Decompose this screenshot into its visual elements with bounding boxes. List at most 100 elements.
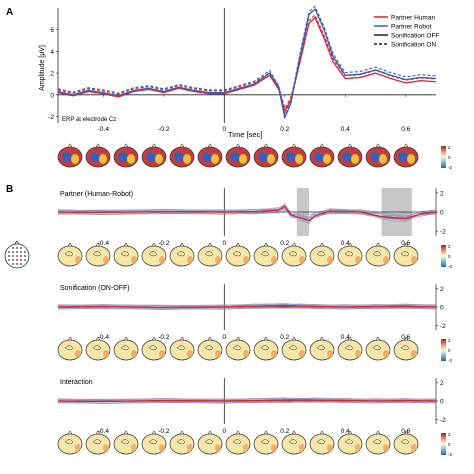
topomap-3-0 (57, 430, 83, 455)
topomap-1-0 (57, 242, 83, 267)
colorbar-tick-label: -2 (448, 452, 452, 457)
electrode-dot (20, 251, 22, 253)
topomap-rim-blob (131, 256, 137, 264)
electrode-dot (16, 247, 18, 249)
topomap-positive-blob (127, 154, 135, 164)
channel-trace (57, 209, 437, 217)
topomap-contour (92, 345, 102, 351)
topomap-rim-blob (411, 444, 417, 452)
topomap-positive-blob (379, 154, 387, 164)
topomap-2-10 (337, 336, 363, 361)
colorbar-tick-label: 2 (448, 432, 451, 437)
diff-xtick-label: 0.2 (280, 240, 289, 247)
colorbar-3: 2 0 -2 (441, 432, 452, 457)
topomap-3-11 (365, 430, 391, 455)
topomap-row-a: 2 0 -2 (57, 143, 452, 170)
topomap-rim-blob (159, 350, 165, 358)
electrode-dot (8, 259, 10, 261)
topomap-contour (204, 439, 214, 445)
diff-xtick-label: 0.4 (341, 334, 350, 341)
topomap-1-7 (253, 242, 279, 267)
topomap-contour (176, 251, 186, 257)
topomap-rim-blob (411, 350, 417, 358)
topomap-3-9 (309, 430, 335, 455)
topomap-contour (400, 251, 410, 257)
topomap-rim-blob (299, 350, 305, 358)
diff-xtick-label: -0.2 (158, 334, 170, 341)
panel-a-legend: Partner Human Partner Robot Sonification… (374, 15, 439, 49)
panel-a-ytick-label: 4 (50, 49, 54, 56)
colorbar-tick-label: 0 (448, 442, 451, 447)
topomap-contour (204, 251, 214, 257)
diff-ytick-label: 0 (440, 210, 444, 217)
topomap-negative-blob (370, 152, 380, 162)
topomap-rim-blob (215, 256, 221, 264)
topomap-2-3 (141, 336, 167, 361)
electrode-dot (12, 247, 14, 249)
topomap-positive-blob (211, 154, 219, 164)
topomap-0-7 (253, 143, 279, 168)
topomap-nose (95, 143, 101, 148)
topomap-contour (316, 345, 326, 351)
topomap-2-7 (253, 336, 279, 361)
topomap-0-3 (141, 143, 167, 168)
colorbar-tick-label: -2 (448, 264, 452, 269)
topomap-positive-blob (99, 154, 107, 164)
diff-xtick-label: 0.2 (280, 334, 289, 341)
topomap-0-5 (197, 143, 223, 168)
topomap-3-10 (337, 430, 363, 455)
topomap-3-2 (113, 430, 139, 455)
topomap-contour (260, 251, 270, 257)
topomap-contour (120, 251, 130, 257)
topomap-2-0 (57, 336, 83, 361)
topomap-nose (319, 430, 325, 435)
diff-ytick-label: -2 (440, 417, 446, 424)
sonification-difference-chart: 20-2-0.4 -0.2 0 0.2 0.4 0.6 (57, 284, 446, 341)
topomap-0-10 (337, 143, 363, 168)
topomap-nose (375, 143, 381, 148)
topomap-0-11 (365, 143, 391, 168)
topomap-nose (179, 430, 185, 435)
topomap-nose (263, 430, 269, 435)
topomap-nose (151, 143, 157, 148)
topomap-nose (375, 430, 381, 435)
topomap-contour (316, 439, 326, 445)
diff-xtick-label: -0.2 (158, 428, 170, 435)
panel-a-ytick-label: 0 (50, 92, 54, 99)
topomap-3-1 (85, 430, 111, 455)
topomap-positive-blob (155, 154, 163, 164)
topomap-2-6 (225, 336, 251, 361)
topomap-0-2 (113, 143, 139, 168)
channel-trace (57, 304, 437, 310)
topomap-contour (232, 251, 242, 257)
topomap-contour (372, 251, 382, 257)
topomap-negative-blob (174, 152, 184, 162)
diff-ytick-label: 2 (440, 380, 444, 387)
colorbar-tick-label: 0 (448, 348, 451, 353)
topomap-negative-blob (118, 152, 128, 162)
topomap-rim-blob (327, 444, 333, 452)
electrode-dot (24, 251, 26, 253)
topomap-1-2 (113, 242, 139, 267)
topomap-nose (291, 336, 297, 341)
colorbar-tick-label: 0 (448, 254, 451, 259)
topomap-nose (123, 336, 129, 341)
interaction-difference-chart: 20-2-0.4 -0.2 0 0.2 0.4 0.6 (57, 378, 446, 435)
panel-a-annotation: ERP at electrode Cz (62, 117, 116, 123)
panel-a-xtick-label: 0.2 (280, 126, 289, 133)
diff-xtick-label: -0.4 (98, 240, 110, 247)
legend-label-on: Sonification ON (391, 42, 436, 49)
colorbar-1: 2 0 -2 (441, 244, 452, 269)
topomap-contour (260, 345, 270, 351)
topomap-row-sonification: 2 0 -2 (57, 336, 452, 363)
topomap-0-8 (281, 143, 307, 168)
panel-a-xtick-label: -0.4 (98, 126, 110, 133)
topomap-2-9 (309, 336, 335, 361)
topomap-1-6 (225, 242, 251, 267)
topomap-0-12 (393, 143, 419, 168)
interaction-title: Interaction (60, 379, 93, 386)
electrode-dot (12, 251, 14, 253)
diff-ytick-label: 2 (440, 190, 444, 197)
topomap-positive-blob (239, 154, 247, 164)
topomap-0-9 (309, 143, 335, 168)
